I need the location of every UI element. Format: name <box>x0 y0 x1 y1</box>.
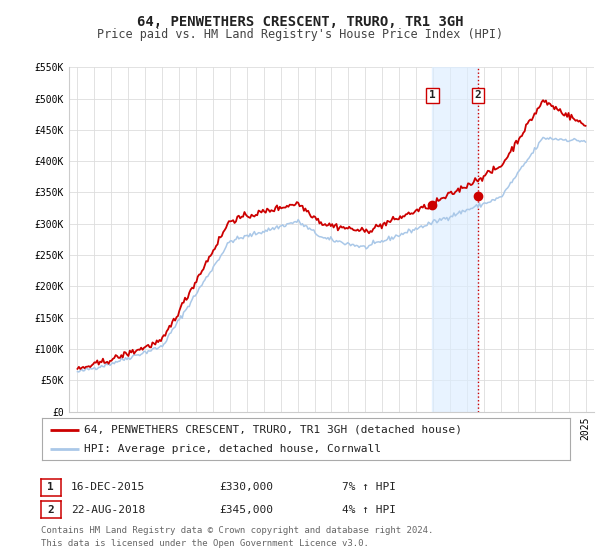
Text: 22-AUG-2018: 22-AUG-2018 <box>71 505 145 515</box>
Bar <box>433 67 478 412</box>
Text: 7% ↑ HPI: 7% ↑ HPI <box>342 482 396 492</box>
Text: Price paid vs. HM Land Registry's House Price Index (HPI): Price paid vs. HM Land Registry's House … <box>97 28 503 41</box>
Text: Contains HM Land Registry data © Crown copyright and database right 2024.: Contains HM Land Registry data © Crown c… <box>41 526 433 535</box>
Text: 1: 1 <box>429 90 436 100</box>
Text: This data is licensed under the Open Government Licence v3.0.: This data is licensed under the Open Gov… <box>41 539 368 548</box>
Text: £330,000: £330,000 <box>219 482 273 492</box>
Text: 16-DEC-2015: 16-DEC-2015 <box>71 482 145 492</box>
Text: 2: 2 <box>475 90 481 100</box>
Text: 64, PENWETHERS CRESCENT, TRURO, TR1 3GH: 64, PENWETHERS CRESCENT, TRURO, TR1 3GH <box>137 15 463 29</box>
Text: 2: 2 <box>47 505 54 515</box>
Text: HPI: Average price, detached house, Cornwall: HPI: Average price, detached house, Corn… <box>84 444 381 454</box>
Text: 64, PENWETHERS CRESCENT, TRURO, TR1 3GH (detached house): 64, PENWETHERS CRESCENT, TRURO, TR1 3GH … <box>84 424 462 435</box>
Text: 1: 1 <box>47 482 54 492</box>
Text: 4% ↑ HPI: 4% ↑ HPI <box>342 505 396 515</box>
Text: £345,000: £345,000 <box>219 505 273 515</box>
